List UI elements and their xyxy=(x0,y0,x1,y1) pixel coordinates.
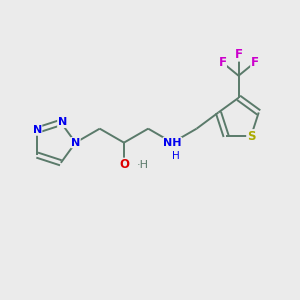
Text: F: F xyxy=(235,48,243,61)
Text: F: F xyxy=(251,56,259,69)
Text: H: H xyxy=(172,151,180,161)
Text: N: N xyxy=(71,138,80,148)
Text: ·H: ·H xyxy=(137,160,149,170)
Text: S: S xyxy=(247,130,255,143)
Text: NH: NH xyxy=(163,138,182,148)
Text: N: N xyxy=(58,118,67,128)
Text: N: N xyxy=(32,125,42,135)
Text: O: O xyxy=(119,158,129,171)
Text: F: F xyxy=(218,56,226,69)
